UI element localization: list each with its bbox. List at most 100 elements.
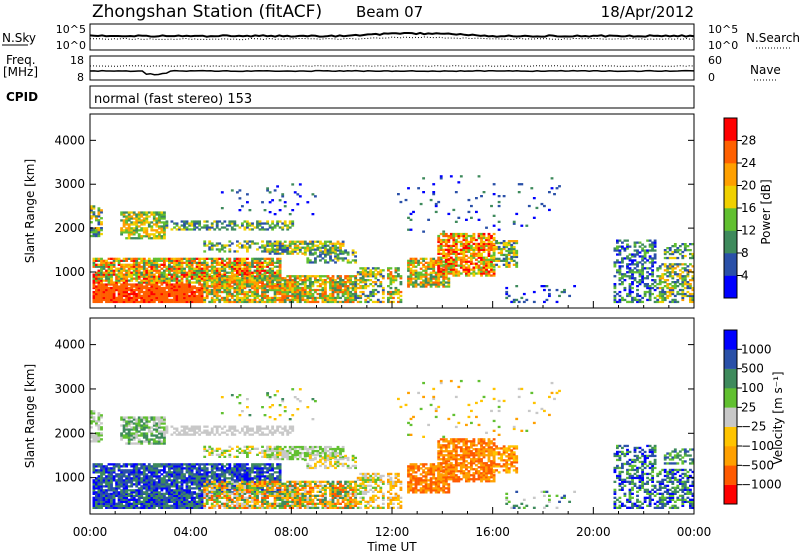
heatmap-cell: [346, 286, 350, 290]
heatmap-cell: [429, 273, 433, 276]
heatmap-cell: [683, 269, 687, 272]
heatmap-cell: [150, 267, 154, 270]
heatmap-cell: [241, 279, 244, 282]
heatmap-cell: [397, 300, 400, 304]
heatmap-cell: [112, 288, 116, 292]
heatmap-cell: [369, 279, 373, 282]
heatmap-cell: [394, 271, 398, 274]
heatmap-cell: [233, 257, 237, 260]
heatmap-cell: [160, 275, 164, 278]
heatmap-cell: [170, 481, 174, 484]
heatmap-cell: [306, 292, 310, 296]
heatmap-cell: [236, 298, 239, 302]
heatmap-cell: [364, 271, 368, 274]
power-colorbar-label: Power [dB]: [759, 179, 773, 244]
heatmap-cell: [120, 219, 124, 222]
heatmap-cell: [261, 244, 264, 247]
heatmap-cell: [220, 191, 224, 194]
heatmap-cell: [175, 277, 179, 280]
heatmap-cell: [107, 294, 111, 298]
heatmap-cell: [470, 244, 473, 248]
heatmap-cell: [487, 240, 491, 244]
heatmap-cell: [163, 261, 166, 264]
heatmap-cell: [482, 262, 486, 265]
heatmap-cell: [140, 290, 144, 294]
heatmap-cell: [480, 195, 483, 198]
heatmap-cell: [150, 292, 154, 296]
heatmap-cell: [319, 277, 322, 280]
heatmap-cell: [236, 288, 239, 292]
heatmap-cell: [278, 226, 282, 229]
heatmap-cell: [132, 504, 136, 507]
heatmap-cell: [454, 256, 458, 259]
heatmap-cell: [314, 275, 317, 278]
heatmap-cell: [467, 260, 471, 263]
heatmap-cell: [92, 283, 96, 286]
heatmap-cell: [175, 496, 179, 499]
heatmap-cell: [168, 277, 171, 280]
heatmap-cell: [137, 217, 141, 220]
heatmap-cell: [95, 277, 98, 280]
heatmap-cell: [122, 479, 126, 482]
heatmap-cell: [291, 298, 295, 302]
heatmap-cell: [477, 236, 481, 240]
heatmap-cell: [132, 483, 136, 486]
heatmap-cell: [185, 294, 189, 298]
heatmap-cell: [329, 294, 332, 298]
heatmap-cell: [306, 249, 310, 252]
heatmap-cell: [301, 283, 305, 286]
heatmap-cell: [286, 298, 290, 302]
heatmap-cell: [107, 504, 111, 507]
heatmap-cell: [485, 238, 488, 242]
heatmap-cell: [676, 263, 680, 266]
heatmap-cell: [686, 286, 690, 290]
heatmap-cell: [683, 245, 687, 248]
heatmap-cell: [510, 300, 514, 304]
heatmap-cell: [150, 475, 154, 478]
heatmap-cell: [155, 504, 159, 507]
heatmap-cell: [150, 298, 154, 302]
heatmap-cell: [163, 221, 166, 224]
heatmap-cell: [117, 261, 121, 264]
heatmap-cell: [152, 502, 156, 505]
heatmap-cell: [97, 211, 101, 214]
heatmap-cell: [110, 473, 113, 476]
heatmap-cell: [324, 283, 327, 286]
heatmap-cell: [419, 281, 423, 284]
heatmap-cell: [437, 279, 441, 282]
heatmap-cell: [107, 292, 111, 296]
heatmap-cell: [228, 288, 232, 292]
heatmap-cell: [110, 269, 113, 272]
heatmap-cell: [97, 281, 101, 284]
heatmap-cell: [266, 285, 270, 288]
heatmap-cell: [293, 246, 297, 249]
heatmap-cell: [472, 250, 476, 253]
heatmap-cell: [653, 285, 657, 288]
heatmap-cell: [132, 267, 136, 270]
heatmap-cell: [683, 281, 687, 284]
heatmap-cell: [643, 277, 647, 280]
heatmap-cell: [163, 463, 166, 466]
heatmap-cell: [681, 267, 685, 270]
heatmap-cell: [641, 249, 645, 252]
heatmap-cell: [125, 283, 129, 286]
heatmap-cell: [173, 283, 176, 286]
heatmap-cell: [623, 239, 627, 242]
heatmap-cell: [432, 267, 436, 270]
heatmap-cell: [359, 300, 363, 304]
heatmap-cell: [215, 242, 219, 245]
heatmap-cell: [349, 294, 353, 298]
heatmap-cell: [507, 243, 511, 247]
heatmap-cell: [563, 288, 566, 292]
heatmap-cell: [137, 288, 141, 292]
heatmap-cell: [100, 271, 103, 274]
heatmap-cell: [170, 465, 174, 468]
heatmap-cell: [120, 285, 124, 288]
heatmap-cell: [190, 286, 194, 290]
heatmap-cell: [175, 275, 179, 278]
heatmap-cell: [374, 267, 378, 270]
heatmap-cell: [180, 279, 184, 282]
heatmap-cell: [122, 225, 126, 228]
heatmap-cell: [308, 283, 312, 286]
